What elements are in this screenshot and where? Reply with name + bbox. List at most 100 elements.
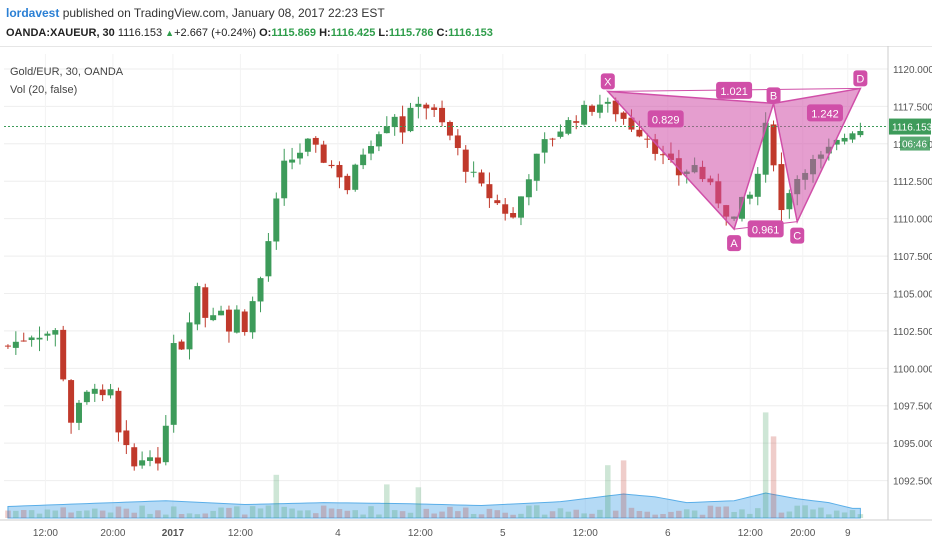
- volume-bar: [668, 511, 674, 518]
- price-chart[interactable]: 1120.0001117.5001115.0001112.5001110.000…: [0, 46, 932, 550]
- volume-bar: [723, 506, 729, 518]
- candle-body: [604, 101, 611, 104]
- pattern-point-label: X: [604, 76, 612, 88]
- pattern-point-label: A: [730, 238, 738, 250]
- volume-bar: [691, 510, 698, 518]
- volume-bar: [715, 506, 722, 518]
- y-tick-label: 1105.000: [893, 289, 932, 300]
- volume-bar: [210, 510, 216, 518]
- chart-area[interactable]: 1120.0001117.5001115.0001112.5001110.000…: [0, 46, 932, 550]
- volume-bar: [581, 513, 587, 518]
- up-arrow-icon: ▲: [165, 28, 175, 38]
- x-tick-label: 12:00: [573, 528, 598, 539]
- low-label: L:: [378, 27, 389, 39]
- candle-body: [502, 204, 509, 214]
- volume-bar: [194, 514, 201, 518]
- close-value: 1116.153: [448, 27, 493, 39]
- candle-body: [841, 137, 848, 142]
- candle-body: [4, 345, 11, 347]
- volume-bar: [281, 506, 287, 518]
- candle-body: [636, 129, 643, 137]
- candle-body: [304, 138, 311, 152]
- candle-body: [652, 139, 659, 154]
- candle-body: [289, 159, 296, 163]
- x-tick-label: 9: [845, 528, 851, 539]
- ratio-badge: [647, 110, 684, 128]
- candle-body: [194, 286, 201, 325]
- volume-bar: [344, 510, 351, 518]
- symbol-label[interactable]: OANDA:XAUEUR, 30: [6, 27, 115, 39]
- candle-body: [612, 100, 619, 115]
- pattern-triangle-bcd: [772, 87, 862, 225]
- volume-bar: [84, 510, 90, 518]
- volume-bar: [257, 508, 264, 518]
- candle-body: [68, 380, 75, 423]
- candle-body: [28, 337, 35, 341]
- volume-bar: [644, 511, 651, 518]
- candle-body: [628, 117, 635, 130]
- candle-body: [225, 309, 232, 332]
- x-tick-label: 4: [335, 528, 341, 539]
- high-value: 1116.425: [330, 27, 376, 39]
- y-tick-label: 1110.000: [893, 215, 932, 226]
- volume-bar: [541, 514, 548, 518]
- pattern-point-marker: [853, 70, 868, 87]
- author-link[interactable]: lordavest: [6, 6, 60, 20]
- x-tick-label: 2017: [162, 528, 185, 539]
- volume-bar: [384, 484, 390, 518]
- candle-body: [446, 121, 453, 136]
- candle-body: [218, 310, 225, 316]
- volume-bar: [28, 510, 35, 518]
- candle-body: [596, 104, 603, 113]
- volume-bar: [313, 513, 319, 518]
- candle-body: [573, 121, 580, 123]
- volume-bar: [802, 505, 808, 518]
- ratio-badge: [716, 81, 753, 99]
- volume-bar: [202, 513, 209, 518]
- candle-body: [746, 194, 753, 199]
- candle-body: [186, 322, 193, 350]
- volume-bar: [336, 509, 343, 518]
- last-price-tag-label: 1116.153: [892, 123, 932, 134]
- candle-body: [431, 107, 438, 110]
- y-tick-label: 1102.500: [893, 327, 932, 338]
- candle-body: [210, 315, 217, 321]
- volume-bar: [699, 514, 706, 518]
- volume-bar: [486, 508, 493, 518]
- candle-body: [510, 213, 517, 218]
- candle-body: [462, 149, 469, 172]
- pattern-point-marker: [727, 235, 742, 252]
- volume-bar: [573, 509, 579, 518]
- volume-bar: [597, 509, 603, 518]
- ratio-label: 1.242: [811, 108, 839, 120]
- pattern-point-label: C: [793, 231, 801, 243]
- volume-bar: [455, 511, 461, 518]
- pattern-point-label: D: [856, 73, 864, 85]
- volume-bar: [549, 511, 556, 518]
- volume-bar: [297, 510, 303, 518]
- candle-body: [494, 200, 501, 204]
- candle-body: [336, 164, 343, 178]
- open-value: 1115.869: [271, 27, 317, 39]
- ratio-badge: [747, 220, 784, 238]
- candle-body: [233, 309, 240, 333]
- volume-bar: [273, 474, 280, 518]
- close-label: C:: [436, 27, 449, 39]
- volume-bar: [352, 510, 358, 518]
- x-tick-label: 20:00: [100, 528, 125, 539]
- candle-body: [36, 337, 43, 340]
- candle-body: [533, 153, 540, 181]
- candle-body: [833, 139, 840, 145]
- candle-body: [99, 389, 106, 396]
- volume-bar: [368, 506, 374, 518]
- candle-body: [644, 138, 651, 140]
- volume-bar: [92, 508, 98, 518]
- price-change: +2.667 (+0.24%): [174, 27, 257, 39]
- candle-body: [778, 164, 785, 211]
- candle-body: [328, 164, 335, 167]
- candle-body: [75, 402, 82, 423]
- publish-line: lordavest published on TradingView.com, …: [6, 6, 385, 20]
- y-tick-label: 1117.500: [893, 102, 932, 113]
- candle-body: [312, 137, 319, 145]
- y-tick-label: 1097.500: [893, 402, 932, 413]
